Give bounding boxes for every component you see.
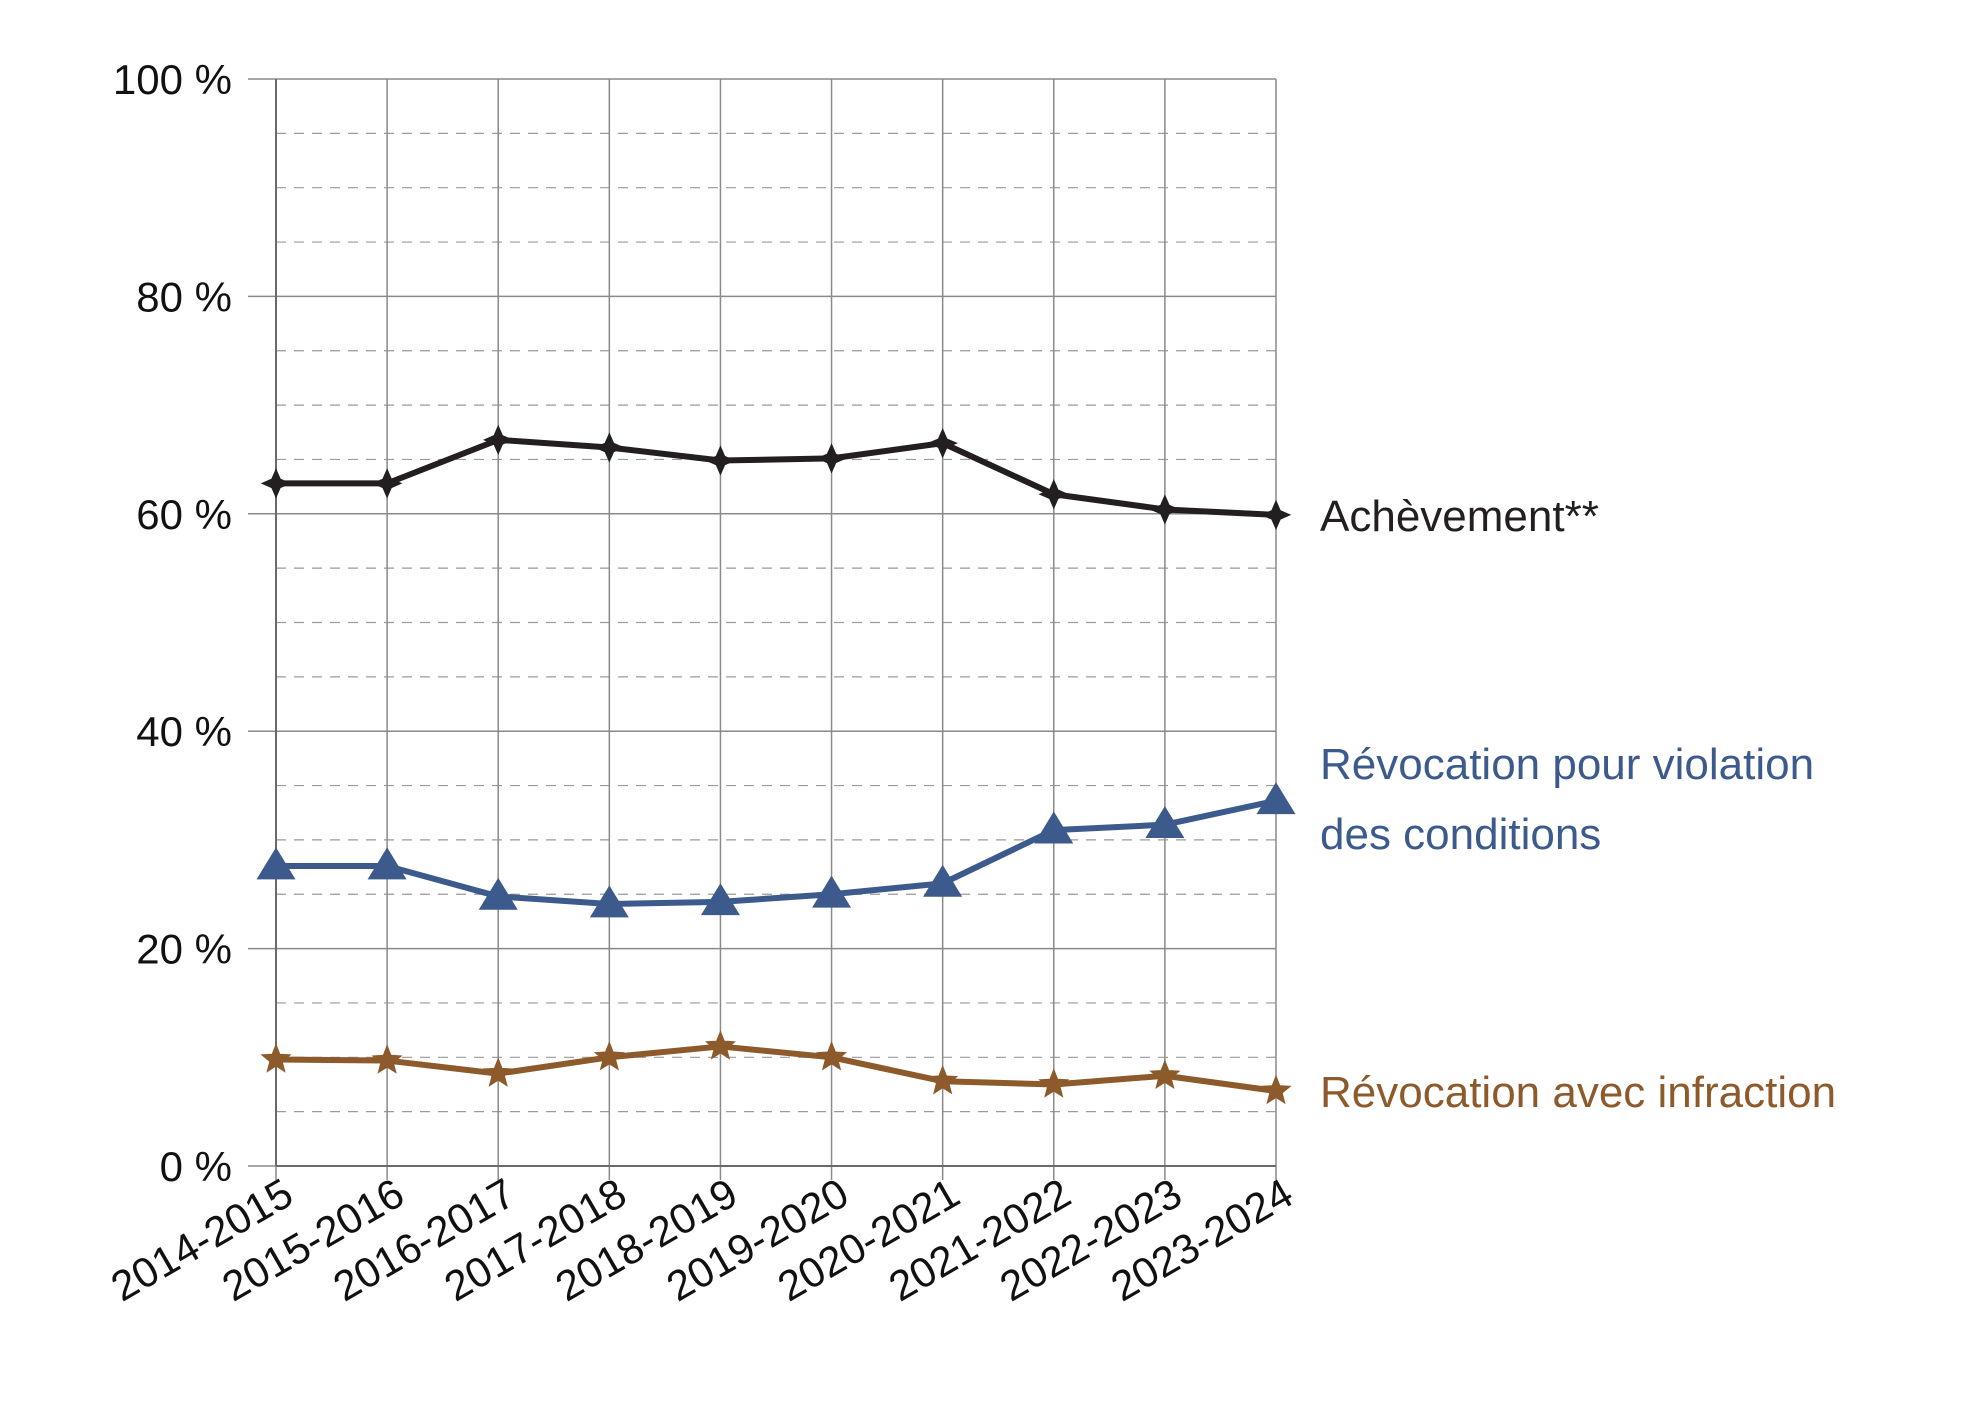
data-point	[700, 883, 740, 916]
data-point	[1038, 478, 1070, 510]
y-tick-label: 0 %	[160, 1143, 232, 1190]
data-point	[1256, 782, 1296, 815]
data-point	[593, 1040, 625, 1071]
series-label: des conditions	[1320, 810, 1601, 859]
series-label: Révocation avec infraction	[1320, 1068, 1836, 1117]
data-point	[1145, 806, 1185, 839]
data-point	[367, 847, 407, 880]
series-0	[260, 424, 1292, 531]
data-point	[594, 432, 625, 463]
series-1	[256, 782, 1296, 918]
series-label: Achèvement**	[1320, 492, 1599, 541]
series-label: Révocation pour violation	[1320, 740, 1814, 789]
data-point	[704, 1030, 737, 1060]
grid	[248, 78, 1277, 1180]
data-point	[482, 1057, 514, 1087]
y-tick-label: 100 %	[113, 56, 232, 103]
series-line	[273, 1043, 1279, 1094]
data-point	[260, 1043, 292, 1073]
data-point	[371, 1044, 403, 1074]
data-point	[1034, 811, 1074, 844]
data-point	[816, 443, 847, 474]
data-point	[482, 424, 514, 456]
data-point	[815, 1040, 848, 1071]
data-point	[1038, 1068, 1070, 1098]
data-point	[589, 885, 629, 918]
data-point	[923, 864, 963, 897]
data-point	[1260, 1074, 1292, 1105]
series-lines	[256, 424, 1296, 1105]
data-point	[1149, 494, 1181, 525]
y-tick-label: 40 %	[136, 708, 232, 755]
y-tick-label: 80 %	[136, 273, 232, 320]
data-point	[927, 1064, 959, 1095]
data-point	[371, 468, 403, 499]
axes: 0 %20 %40 %60 %80 %100 %2014-20152015-20…	[103, 56, 1300, 1310]
series-labels: Achèvement** Révocation pour violation des…	[1320, 492, 1836, 1117]
data-point	[256, 847, 296, 880]
data-point	[705, 445, 736, 476]
series-line	[273, 436, 1279, 518]
series-2	[260, 1030, 1292, 1105]
y-tick-label: 20 %	[136, 926, 232, 973]
y-tick-label: 60 %	[136, 491, 232, 538]
data-point	[1260, 499, 1292, 531]
data-point	[1149, 1059, 1181, 1090]
data-point	[927, 427, 958, 459]
data-point	[812, 875, 852, 908]
data-point	[260, 468, 292, 499]
data-point	[478, 877, 518, 910]
series-line	[273, 797, 1279, 908]
